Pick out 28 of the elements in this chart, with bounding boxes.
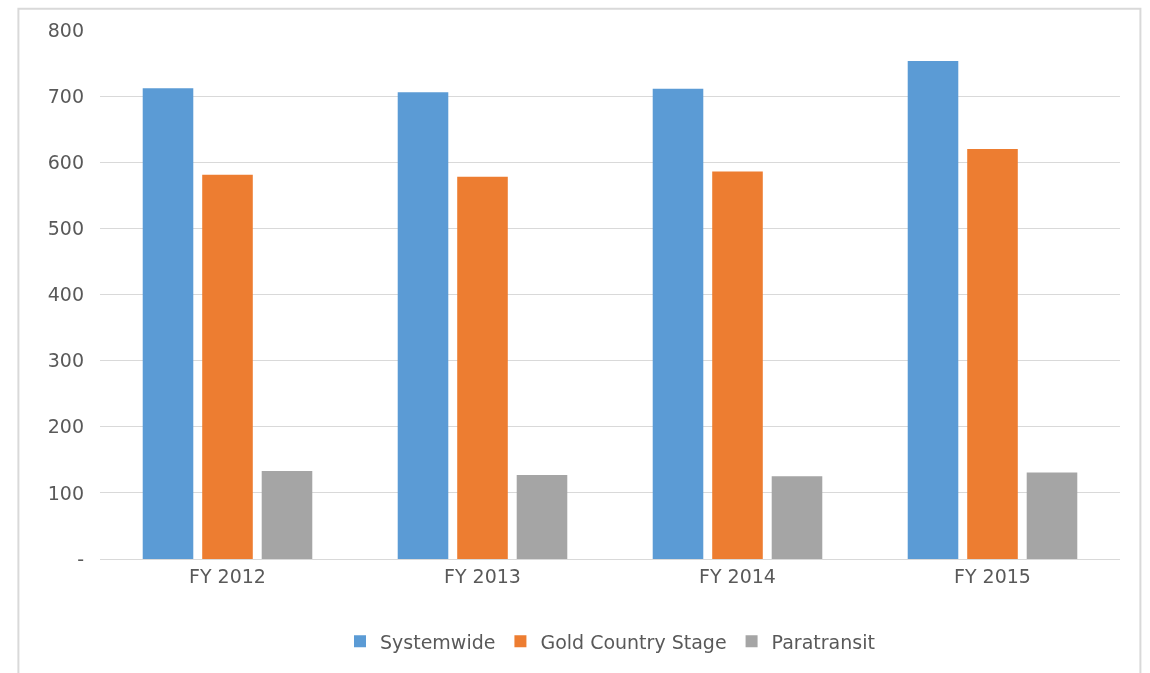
legend-label: Gold Country Stage [540,630,727,653]
bar [652,88,704,559]
x-tick-label: FY 2013 [444,564,521,587]
y-tick-label: 600 [47,150,84,173]
y-tick-label: - [77,547,84,570]
y-tick-label: 200 [47,415,84,438]
legend-label: Paratransit [771,630,875,653]
y-tick-label: 300 [47,349,84,372]
bar [457,176,508,559]
y-tick-label: 100 [47,481,84,504]
bar [967,149,1018,559]
y-tick-label: 500 [47,217,84,240]
bar [712,171,763,559]
bar [261,471,313,559]
bar [771,476,823,559]
y-tick-label: 700 [47,84,84,107]
x-tick-label: FY 2014 [699,564,776,587]
bar [516,475,568,559]
bar [142,88,194,559]
legend-label: Systemwide [380,630,496,653]
x-tick-label: FY 2015 [954,564,1031,587]
bar [907,61,959,559]
y-tick-label: 800 [47,18,84,41]
y-tick-label: 400 [47,283,84,306]
x-tick-label: FY 2012 [189,564,266,587]
bar [202,174,253,559]
bar [1026,472,1078,559]
bar [397,92,449,559]
